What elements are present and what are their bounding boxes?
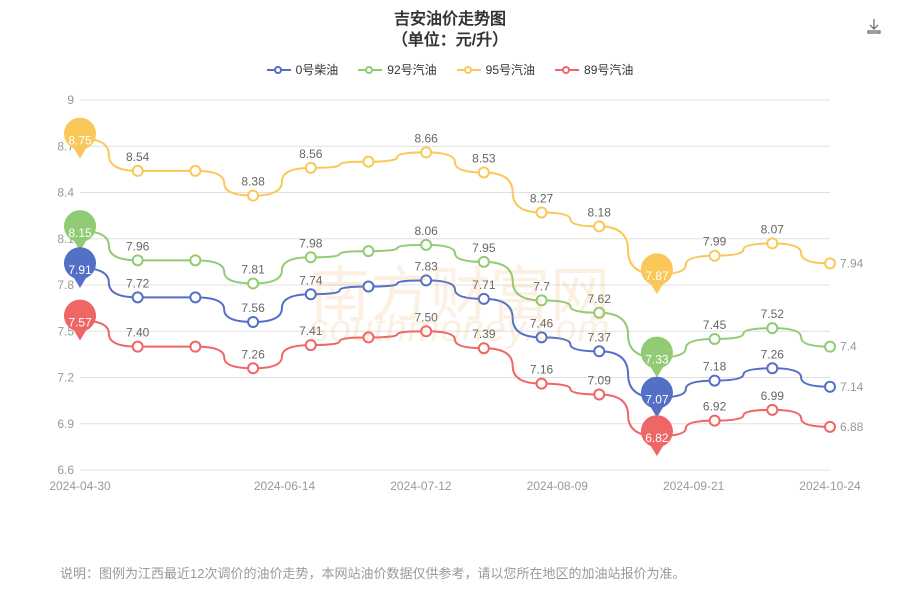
legend-item[interactable]: 89号汽油: [555, 61, 633, 78]
title-line-2: （单位：元/升）: [392, 32, 508, 49]
legend-swatch: [457, 69, 481, 71]
svg-text:8.27: 8.27: [530, 192, 554, 206]
svg-text:7.72: 7.72: [126, 276, 150, 290]
svg-text:8.56: 8.56: [299, 147, 323, 161]
svg-text:7.40: 7.40: [126, 326, 150, 340]
svg-text:9: 9: [67, 93, 74, 107]
svg-text:7.52: 7.52: [761, 307, 785, 321]
legend-label: 95号汽油: [486, 61, 535, 78]
svg-text:7.91: 7.91: [68, 263, 92, 277]
svg-text:7.09: 7.09: [588, 373, 612, 387]
svg-text:7.83: 7.83: [414, 259, 438, 273]
svg-text:7.7: 7.7: [533, 279, 550, 293]
legend-swatch: [358, 69, 382, 71]
legend-item[interactable]: 92号汽油: [358, 61, 436, 78]
svg-text:7.41: 7.41: [299, 324, 323, 338]
svg-text:7.39: 7.39: [472, 327, 496, 341]
chart-svg: 6.66.97.27.57.88.18.48.792024-04-302024-…: [50, 90, 870, 500]
svg-text:7.96: 7.96: [126, 239, 150, 253]
svg-text:7.8: 7.8: [57, 278, 74, 292]
svg-text:8.53: 8.53: [472, 151, 496, 165]
svg-text:7.33: 7.33: [645, 352, 669, 366]
svg-text:8.07: 8.07: [761, 222, 785, 236]
svg-text:7.71: 7.71: [472, 278, 496, 292]
svg-text:6.88: 6.88: [840, 420, 864, 434]
plot-area: 南方财富网 southmoney.com 6.66.97.27.57.88.18…: [50, 90, 870, 500]
svg-text:6.6: 6.6: [57, 463, 74, 477]
legend-swatch: [555, 69, 579, 71]
svg-text:7.2: 7.2: [57, 371, 74, 385]
svg-text:2024-09-21: 2024-09-21: [663, 479, 725, 493]
svg-text:6.82: 6.82: [645, 431, 669, 445]
svg-text:7.4: 7.4: [840, 340, 857, 354]
svg-text:7.18: 7.18: [703, 360, 727, 374]
svg-text:2024-06-14: 2024-06-14: [254, 479, 316, 493]
svg-text:7.99: 7.99: [703, 235, 727, 249]
legend-swatch: [267, 69, 291, 71]
svg-text:6.99: 6.99: [761, 389, 785, 403]
svg-text:7.07: 7.07: [645, 393, 669, 407]
svg-text:7.14: 7.14: [840, 380, 864, 394]
svg-text:2024-08-09: 2024-08-09: [527, 479, 589, 493]
legend-label: 89号汽油: [584, 61, 633, 78]
svg-text:7.62: 7.62: [588, 292, 612, 306]
svg-text:7.50: 7.50: [414, 310, 438, 324]
svg-text:7.46: 7.46: [530, 316, 554, 330]
svg-text:7.56: 7.56: [241, 301, 265, 315]
svg-text:7.26: 7.26: [241, 347, 265, 361]
svg-text:8.18: 8.18: [588, 205, 612, 219]
svg-text:7.45: 7.45: [703, 318, 727, 332]
svg-text:7.74: 7.74: [299, 273, 323, 287]
svg-text:2024-07-12: 2024-07-12: [390, 479, 452, 493]
svg-text:7.37: 7.37: [588, 330, 612, 344]
svg-text:6.9: 6.9: [57, 417, 74, 431]
svg-text:7.98: 7.98: [299, 236, 323, 250]
svg-text:8.15: 8.15: [68, 226, 92, 240]
title-line-1: 吉安油价走势图: [394, 11, 506, 28]
svg-text:7.57: 7.57: [68, 315, 92, 329]
legend: 0号柴油 92号汽油 95号汽油 89号汽油: [0, 58, 900, 79]
svg-text:7.87: 7.87: [645, 269, 669, 283]
legend-item[interactable]: 0号柴油: [267, 61, 339, 78]
chart-title: 吉安油价走势图 （单位：元/升）: [0, 0, 900, 52]
chart-container: 吉安油价走势图 （单位：元/升） 0号柴油92号汽油95号汽油89号汽油 南方财…: [0, 0, 900, 600]
svg-text:2024-04-30: 2024-04-30: [50, 479, 111, 493]
svg-text:8.66: 8.66: [414, 131, 438, 145]
legend-label: 92号汽油: [387, 61, 436, 78]
svg-text:8.4: 8.4: [57, 186, 74, 200]
svg-text:7.95: 7.95: [472, 241, 496, 255]
svg-text:8.75: 8.75: [68, 134, 92, 148]
svg-text:7.81: 7.81: [241, 262, 265, 276]
legend-item[interactable]: 95号汽油: [457, 61, 535, 78]
svg-text:7.16: 7.16: [530, 363, 554, 377]
svg-text:2024-10-24: 2024-10-24: [799, 479, 861, 493]
svg-text:8.38: 8.38: [241, 175, 265, 189]
chart-note: 说明：图例为江西最近12次调价的油价走势，本网站油价数据仅供参考，请以您所在地区…: [60, 564, 870, 585]
svg-text:6.92: 6.92: [703, 400, 727, 414]
download-icon[interactable]: [866, 18, 882, 34]
svg-text:7.26: 7.26: [761, 347, 785, 361]
svg-text:7.94: 7.94: [840, 256, 864, 270]
svg-text:8.06: 8.06: [414, 224, 438, 238]
svg-text:8.54: 8.54: [126, 150, 150, 164]
legend-label: 0号柴油: [296, 61, 339, 78]
